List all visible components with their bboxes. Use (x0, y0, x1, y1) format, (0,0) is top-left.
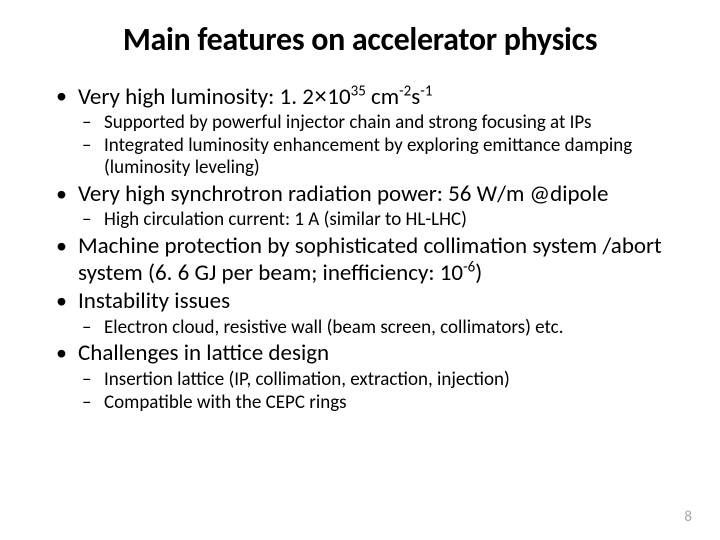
protection-exp: -6 (463, 258, 475, 276)
sub-circulation: High circulation current: 1 A (similar t… (78, 209, 670, 231)
bullet-lattice: Challenges in lattice design Insertion l… (50, 340, 670, 413)
sub-list-synchrotron: High circulation current: 1 A (similar t… (78, 209, 670, 231)
sub-list-lattice: Insertion lattice (IP, collimation, extr… (78, 369, 670, 414)
luminosity-text-pre: Very high luminosity: 1. 2 (78, 83, 314, 111)
luminosity-unit: cm (366, 83, 399, 111)
page-number: 8 (684, 508, 692, 526)
synchrotron-text: Very high synchrotron radiation power: 5… (78, 180, 608, 208)
sub-insertion: Insertion lattice (IP, collimation, extr… (78, 369, 670, 391)
slide-title: Main features on accelerator physics (50, 20, 670, 59)
protection-post: ) (475, 259, 482, 287)
sub-list-luminosity: Supported by powerful injector chain and… (78, 112, 670, 179)
lattice-text: Challenges in lattice design (78, 339, 329, 367)
instability-text: Instability issues (78, 287, 230, 315)
bullet-instability: Instability issues Electron cloud, resis… (50, 288, 670, 338)
slide-content: Main features on accelerator physics Ver… (0, 0, 720, 446)
bullet-list: Very high luminosity: 1. 2×1035 cm-2s-1 … (50, 83, 670, 414)
luminosity-base: 10 (327, 83, 350, 111)
sub-electron-cloud: Electron cloud, resistive wall (beam scr… (78, 317, 670, 339)
luminosity-exp1: 35 (351, 82, 366, 100)
mult-sign: × (314, 83, 327, 109)
bullet-synchrotron: Very high synchrotron radiation power: 5… (50, 181, 670, 231)
sub-injector: Supported by powerful injector chain and… (78, 112, 670, 134)
sub-list-instability: Electron cloud, resistive wall (beam scr… (78, 317, 670, 339)
bullet-luminosity: Very high luminosity: 1. 2×1035 cm-2s-1 … (50, 83, 670, 179)
bullet-protection: Machine protection by sophisticated coll… (50, 233, 670, 286)
sub-emittance: Integrated luminosity enhancement by exp… (78, 135, 670, 179)
protection-pre: Machine protection by sophisticated coll… (78, 232, 662, 286)
luminosity-exp2: -2 (399, 82, 411, 100)
sub-cepc: Compatible with the CEPC rings (78, 392, 670, 414)
luminosity-exp3: -1 (420, 82, 432, 100)
luminosity-s: s (411, 83, 420, 111)
